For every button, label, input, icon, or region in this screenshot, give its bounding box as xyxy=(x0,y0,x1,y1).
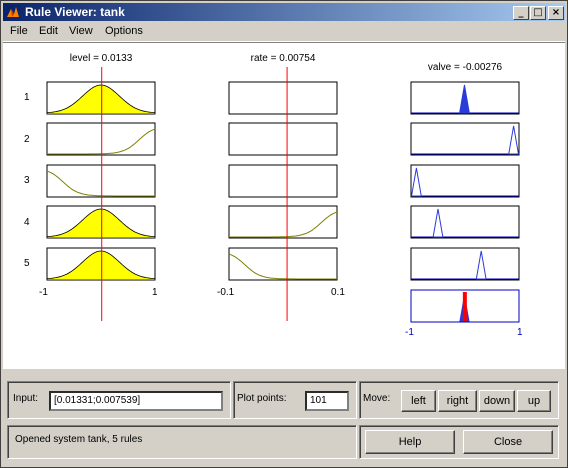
move-frame xyxy=(359,381,559,419)
rate-mf-curve-5 xyxy=(228,253,337,280)
valve-defuzzified-marker xyxy=(462,292,467,321)
status-text: Opened system tank, 5 rules xyxy=(15,434,143,445)
matlab-icon xyxy=(6,5,20,19)
level-mf-curve-2 xyxy=(47,128,156,155)
rule-number-5: 5 xyxy=(24,258,30,269)
level-mf-curve-3 xyxy=(46,170,155,197)
help-button[interactable]: Help xyxy=(365,430,455,454)
menu-options[interactable]: Options xyxy=(105,25,143,37)
rate-mf-box-3 xyxy=(228,164,338,198)
rules-graphic[interactable] xyxy=(3,43,565,369)
window-title: Rule Viewer: tank xyxy=(25,5,125,19)
plot-points-label: Plot points: xyxy=(237,393,287,404)
input-label: Input: xyxy=(13,393,39,404)
close-window-button[interactable]: × xyxy=(548,6,564,20)
maximize-button[interactable]: □ xyxy=(530,6,546,20)
rate-axis-min: -0.1 xyxy=(217,287,235,298)
status-frame xyxy=(7,425,357,459)
rate-column[interactable] xyxy=(228,81,338,281)
level-axis-max: 1 xyxy=(152,287,158,298)
level-mf-box-3 xyxy=(46,164,156,198)
level-column[interactable] xyxy=(46,81,156,281)
move-label: Move: xyxy=(363,393,391,404)
valve-axis-max: 1 xyxy=(517,327,523,338)
move-up-button[interactable]: up xyxy=(517,390,551,412)
valve-mf-box-2 xyxy=(410,122,520,156)
level-mf-box-2 xyxy=(46,122,156,156)
rate-mf-box-1 xyxy=(228,81,338,115)
valve-mf-2 xyxy=(508,125,520,155)
valve-mf-box-5 xyxy=(410,247,520,281)
rate-mf-box-2 xyxy=(228,122,338,156)
valve-mf-1 xyxy=(459,84,470,114)
level-value-title: level = 0.0133 xyxy=(69,53,133,64)
rule-number-1: 1 xyxy=(24,92,30,103)
plot-points-field[interactable]: 101 xyxy=(305,391,349,411)
valve-axis-min: -1 xyxy=(405,327,414,338)
move-left-button[interactable]: left xyxy=(401,390,436,412)
menu-edit[interactable]: Edit xyxy=(39,25,58,37)
move-down-button[interactable]: down xyxy=(479,390,515,412)
help-close-frame xyxy=(359,425,559,459)
input-vector-field[interactable]: [0.01331;0.007539] xyxy=(49,391,223,411)
valve-mf-box-3 xyxy=(410,164,520,198)
move-right-button[interactable]: right xyxy=(438,390,477,412)
valve-column[interactable] xyxy=(410,81,520,323)
rate-mf-curve-4 xyxy=(229,211,338,238)
level-axis-min: -1 xyxy=(39,287,48,298)
menu-file[interactable]: File xyxy=(10,25,28,37)
rule-number-2: 2 xyxy=(24,134,30,145)
valve-mf-5 xyxy=(475,250,487,280)
valve-value-title: valve = -0.00276 xyxy=(427,62,503,73)
menu-bar: File Edit View Options xyxy=(3,22,565,42)
input-frame xyxy=(7,381,231,419)
close-button[interactable]: Close xyxy=(463,430,553,454)
valve-mf-4 xyxy=(432,208,444,238)
title-bar: Rule Viewer: tank _ □ × xyxy=(3,3,565,21)
rule-plot-area: level = 0.0133 rate = 0.00754 valve = -0… xyxy=(3,43,565,369)
rate-mf-box-5 xyxy=(228,247,338,281)
valve-mf-3 xyxy=(410,167,422,197)
rate-mf-box-4 xyxy=(228,205,338,239)
menu-view[interactable]: View xyxy=(69,25,93,37)
control-panel: Input: [0.01331;0.007539] Plot points: 1… xyxy=(3,369,565,467)
rate-axis-max: 0.1 xyxy=(331,287,345,298)
rate-value-title: rate = 0.00754 xyxy=(250,53,316,64)
plot-points-frame xyxy=(233,381,357,419)
valve-mf-box-4 xyxy=(410,205,520,239)
rule-number-3: 3 xyxy=(24,175,30,186)
rule-number-4: 4 xyxy=(24,217,30,228)
minimize-button[interactable]: _ xyxy=(513,6,529,20)
